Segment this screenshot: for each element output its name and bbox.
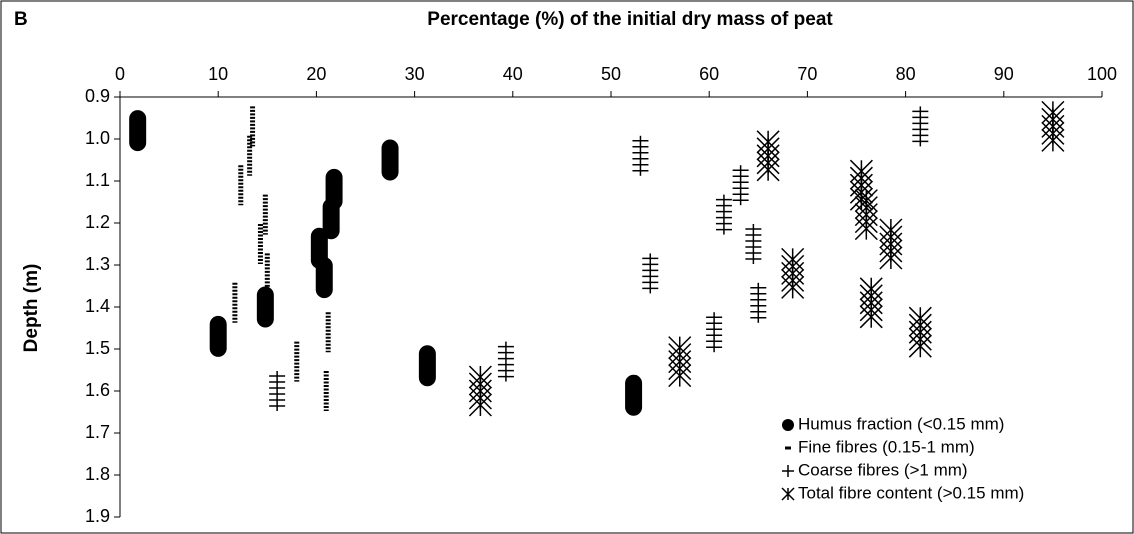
capsule bbox=[322, 198, 340, 240]
panel-label: B bbox=[14, 9, 28, 30]
capsule bbox=[129, 110, 147, 152]
point bbox=[750, 282, 767, 323]
legend-label: Humus fraction (<0.15 mm) bbox=[798, 414, 1004, 433]
x-tick-label: 10 bbox=[208, 64, 228, 84]
point bbox=[859, 277, 883, 329]
point bbox=[756, 130, 780, 182]
point bbox=[706, 312, 723, 353]
y-tick-label: 1.7 bbox=[85, 422, 110, 442]
legend-icon bbox=[781, 487, 795, 501]
star bbox=[781, 275, 805, 299]
y-tick-label: 1.1 bbox=[85, 170, 110, 190]
star bbox=[879, 246, 903, 270]
point bbox=[879, 218, 903, 270]
point bbox=[497, 341, 514, 382]
point bbox=[625, 374, 643, 416]
y-tick-label: 1.4 bbox=[85, 296, 110, 316]
legend-icon bbox=[782, 465, 794, 477]
star bbox=[859, 305, 883, 329]
star bbox=[854, 217, 878, 241]
point bbox=[315, 257, 333, 299]
star bbox=[668, 364, 692, 388]
x-tick-label: 60 bbox=[699, 64, 719, 84]
x-tick-label: 40 bbox=[503, 64, 523, 84]
point bbox=[732, 165, 749, 206]
legend-entry: Humus fraction (<0.15 mm) bbox=[782, 414, 1004, 433]
capsule bbox=[315, 257, 333, 299]
x-tick-label: 70 bbox=[797, 64, 817, 84]
point bbox=[269, 371, 286, 411]
point bbox=[1041, 100, 1065, 152]
x-tick-label: 0 bbox=[115, 64, 125, 84]
capsule bbox=[625, 374, 643, 416]
y-axis-label: Depth (m) bbox=[21, 264, 42, 353]
point bbox=[854, 189, 878, 241]
star bbox=[756, 158, 780, 182]
y-tick-label: 1.3 bbox=[85, 254, 110, 274]
legend-entry: Fine fibres (0.15-1 mm) bbox=[785, 437, 975, 456]
star bbox=[468, 393, 492, 417]
capsule bbox=[209, 315, 227, 357]
legend-label: Fine fibres (0.15-1 mm) bbox=[798, 437, 975, 456]
point bbox=[632, 135, 649, 176]
x-tick-label: 20 bbox=[306, 64, 326, 84]
y-tick-label: 1.9 bbox=[85, 506, 110, 526]
x-tick-label: 90 bbox=[994, 64, 1014, 84]
point bbox=[781, 247, 805, 299]
star bbox=[1041, 128, 1065, 152]
y-tick-label: 1.8 bbox=[85, 464, 110, 484]
y-tick-label: 1.5 bbox=[85, 338, 110, 358]
point bbox=[129, 110, 147, 152]
capsule bbox=[418, 345, 436, 387]
legend-label: Total fibre content (>0.15 mm) bbox=[798, 483, 1024, 502]
point bbox=[256, 286, 274, 328]
capsule bbox=[381, 139, 399, 181]
point bbox=[715, 194, 732, 235]
point bbox=[322, 198, 340, 240]
x-tick-label: 50 bbox=[601, 64, 621, 84]
point bbox=[381, 139, 399, 181]
star bbox=[908, 334, 932, 358]
point bbox=[209, 315, 227, 357]
legend-icon bbox=[785, 446, 791, 450]
y-tick-label: 1.0 bbox=[85, 128, 110, 148]
legend-entry: Total fibre content (>0.15 mm) bbox=[781, 483, 1024, 502]
point bbox=[468, 365, 492, 417]
x-tick-label: 100 bbox=[1087, 64, 1117, 84]
legend-entry: Coarse fibres (>1 mm) bbox=[782, 460, 968, 479]
point bbox=[908, 306, 932, 358]
point bbox=[418, 345, 436, 387]
y-tick-label: 1.2 bbox=[85, 212, 110, 232]
capsule bbox=[256, 286, 274, 328]
point bbox=[912, 106, 929, 147]
y-tick-label: 0.9 bbox=[85, 86, 110, 106]
legend-label: Coarse fibres (>1 mm) bbox=[798, 460, 968, 479]
legend-icon bbox=[782, 419, 794, 431]
point bbox=[668, 336, 692, 388]
point bbox=[642, 253, 659, 294]
x-axis-label: Percentage (%) of the initial dry mass o… bbox=[427, 9, 833, 30]
x-tick-label: 30 bbox=[405, 64, 425, 84]
x-tick-label: 80 bbox=[896, 64, 916, 84]
point bbox=[745, 224, 762, 264]
y-tick-label: 1.6 bbox=[85, 380, 110, 400]
